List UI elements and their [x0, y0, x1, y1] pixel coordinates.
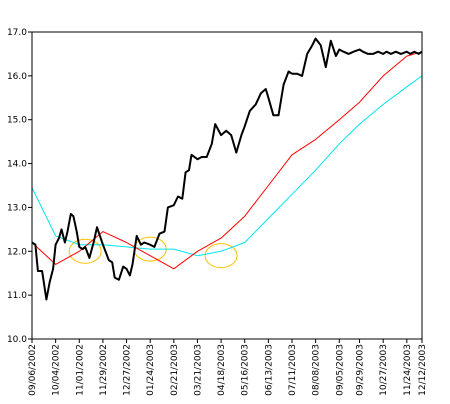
x-tick-label: 09/29/2003 [356, 344, 366, 396]
x-axis: 09/06/2002 10/04/2002 11/01/2002 11/29/2002… [28, 339, 428, 396]
x-tick-label: 06/13/2003 [264, 344, 274, 396]
crossover-highlight-0 [68, 238, 102, 264]
x-tick-label: 09/05/2003 [335, 344, 345, 396]
x-tick-label: 05/16/2003 [241, 344, 251, 396]
plot-background [32, 32, 422, 339]
x-tick-label: 02/21/2003 [170, 344, 180, 396]
x-tick-label: 11/29/2002 [99, 344, 109, 396]
y-tick-label: 16.0 [7, 72, 27, 82]
y-tick-label: 15.0 [7, 116, 27, 126]
x-tick-label: 12/12/2003 [418, 344, 428, 396]
y-tick-label: 11.0 [7, 291, 27, 301]
x-tick-label: 11/24/2003 [403, 344, 413, 396]
y-tick-label: 13.0 [7, 203, 27, 213]
x-tick-label: 10/04/2002 [52, 344, 62, 396]
y-tick-label: 12.0 [7, 247, 27, 257]
y-tick-label: 10.0 [7, 335, 27, 345]
y-axis: 10.0 11.0 12.0 13.0 14.0 15.0 16.0 17.0 [7, 28, 32, 345]
x-tick-label: 09/06/2002 [28, 344, 38, 396]
x-tick-label: 11/01/2002 [75, 344, 85, 396]
x-tick-label: 03/21/2003 [193, 344, 203, 396]
x-tick-label: 04/18/2003 [217, 344, 227, 396]
crossover-highlight-2 [204, 243, 238, 269]
x-tick-label: 07/11/2003 [288, 344, 298, 396]
x-tick-label: 01/24/2003 [146, 344, 156, 396]
x-tick-label: 08/08/2003 [312, 344, 322, 396]
series-line-0 [31, 37, 423, 301]
series-layer [31, 37, 423, 301]
y-tick-label: 14.0 [7, 160, 27, 170]
plot-frame [31, 31, 423, 340]
x-tick-label: 10/27/2003 [379, 344, 389, 396]
series-line-2 [31, 75, 423, 257]
x-tick-label: 12/27/2002 [123, 344, 133, 396]
y-tick-label: 17.0 [7, 28, 27, 38]
